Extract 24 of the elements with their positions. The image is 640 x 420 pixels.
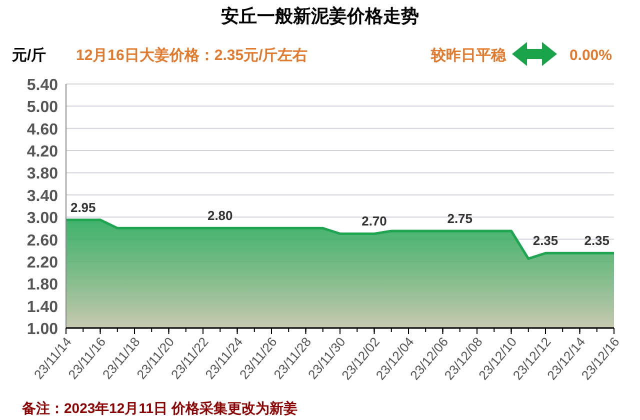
text: 较昨日平稳 bbox=[430, 47, 507, 64]
y-tick-label: 2.60 bbox=[26, 232, 58, 250]
data-label: 2.35 bbox=[584, 233, 610, 248]
y-tick-label: 4.20 bbox=[26, 144, 58, 161]
text: 0.00% bbox=[569, 47, 612, 64]
chart-title: 安丘一般新泥姜价格走势 bbox=[221, 5, 419, 26]
y-tick-label: 1.40 bbox=[26, 298, 58, 316]
data-label: 2.95 bbox=[70, 200, 96, 215]
y-tick-label: 2.20 bbox=[26, 254, 58, 272]
data-label: 2.75 bbox=[447, 210, 473, 226]
y-tick-label: 3.00 bbox=[26, 210, 58, 228]
y-tick-label: 5.00 bbox=[26, 99, 58, 116]
chart-subtitle: 12月16日大姜价格：2.35元/斤左右 bbox=[76, 46, 308, 64]
y-tick-label: 3.40 bbox=[26, 188, 58, 205]
y-tick-label: 3.80 bbox=[26, 166, 58, 183]
y-tick-label: 1.00 bbox=[26, 321, 58, 338]
data-label: 2.80 bbox=[207, 208, 233, 224]
data-label: 2.35 bbox=[532, 233, 558, 248]
y-axis-title: 元/斤 bbox=[11, 47, 46, 64]
data-label: 2.70 bbox=[362, 214, 387, 229]
y-tick-label: 1.80 bbox=[26, 276, 58, 294]
y-tick-label: 4.60 bbox=[26, 121, 58, 138]
y-tick-label: 5.40 bbox=[26, 77, 58, 94]
text: 备注：2023年12月11日 价格采集更改为新姜 bbox=[21, 400, 298, 416]
